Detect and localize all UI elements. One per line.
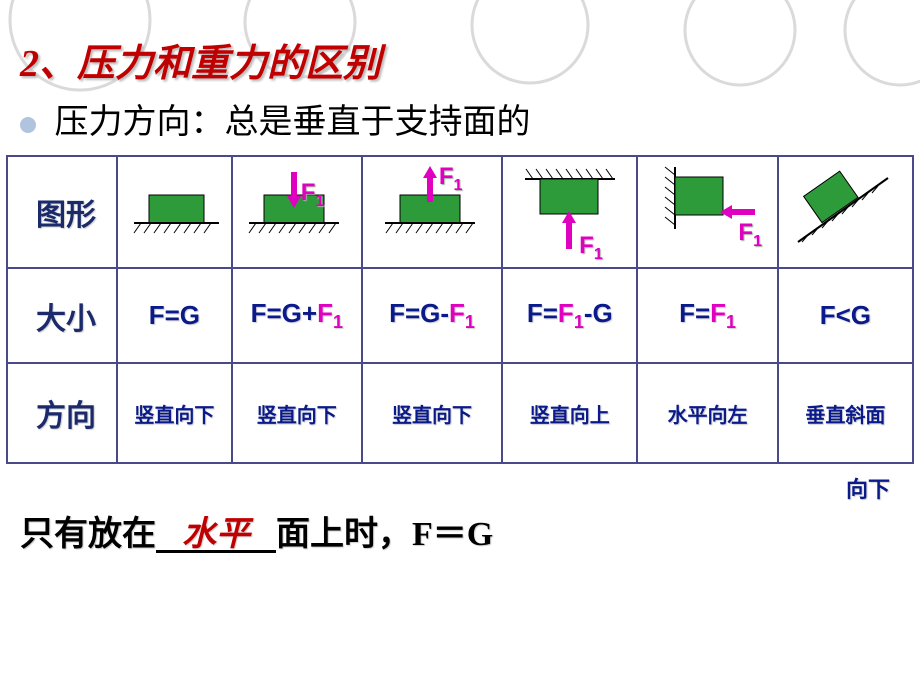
- extra-direction-note: 向下: [846, 472, 890, 504]
- figure-6: [780, 160, 910, 260]
- f1-label: F1: [738, 219, 762, 251]
- figure-cell-2: F1: [232, 156, 362, 268]
- figure-4: [505, 157, 635, 262]
- conclusion-prefix: 只有放在: [20, 516, 156, 553]
- figure-3: [365, 160, 500, 260]
- formula-cell-6: F<G: [778, 268, 913, 363]
- f1-label: F1: [579, 232, 603, 264]
- row-label-size: 大小: [7, 268, 117, 363]
- formula-cell-5: F=F1: [637, 268, 777, 363]
- direction-cell-3: 竖直向下: [362, 363, 502, 463]
- formula-cell-4: F=F1-G: [502, 268, 637, 363]
- figure-1: [119, 160, 229, 260]
- figure-2: [234, 160, 359, 260]
- f1-label: F1: [439, 163, 463, 195]
- bullet-icon: [20, 117, 36, 133]
- blank-underline: [156, 550, 276, 553]
- conclusion-suffix: 面上时，F＝G: [276, 516, 493, 553]
- formula-cell-2: F=G+F1: [232, 268, 362, 363]
- slide-subtitle: 压力方向：总是垂直于支持面的: [20, 94, 531, 143]
- figure-cell-1: [117, 156, 232, 268]
- f1-label: F1: [301, 179, 325, 211]
- direction-cell-2: 竖直向下: [232, 363, 362, 463]
- formula-cell-3: F=G-F1: [362, 268, 502, 363]
- comparison-table: 图形: [6, 155, 914, 464]
- subtitle-text: 压力方向：总是垂直于支持面的: [55, 104, 531, 141]
- figure-cell-6: [778, 156, 913, 268]
- conclusion-line: 只有放在水平面上时，F＝G: [20, 506, 493, 555]
- direction-cell-4: 竖直向上: [502, 363, 637, 463]
- row-label-figure: 图形: [7, 156, 117, 268]
- figure-cell-4: F1: [502, 156, 637, 268]
- direction-cell-1: 竖直向下: [117, 363, 232, 463]
- direction-cell-6: 垂直斜面: [778, 363, 913, 463]
- direction-cell-5: 水平向左: [637, 363, 777, 463]
- figure-cell-3: F1: [362, 156, 502, 268]
- formula-cell-1: F=G: [117, 268, 232, 363]
- figure-cell-5: F1: [637, 156, 777, 268]
- conclusion-answer: 水平: [182, 516, 250, 553]
- slide-title: 2、压力和重力的区别: [20, 32, 381, 87]
- row-label-direction: 方向: [7, 363, 117, 463]
